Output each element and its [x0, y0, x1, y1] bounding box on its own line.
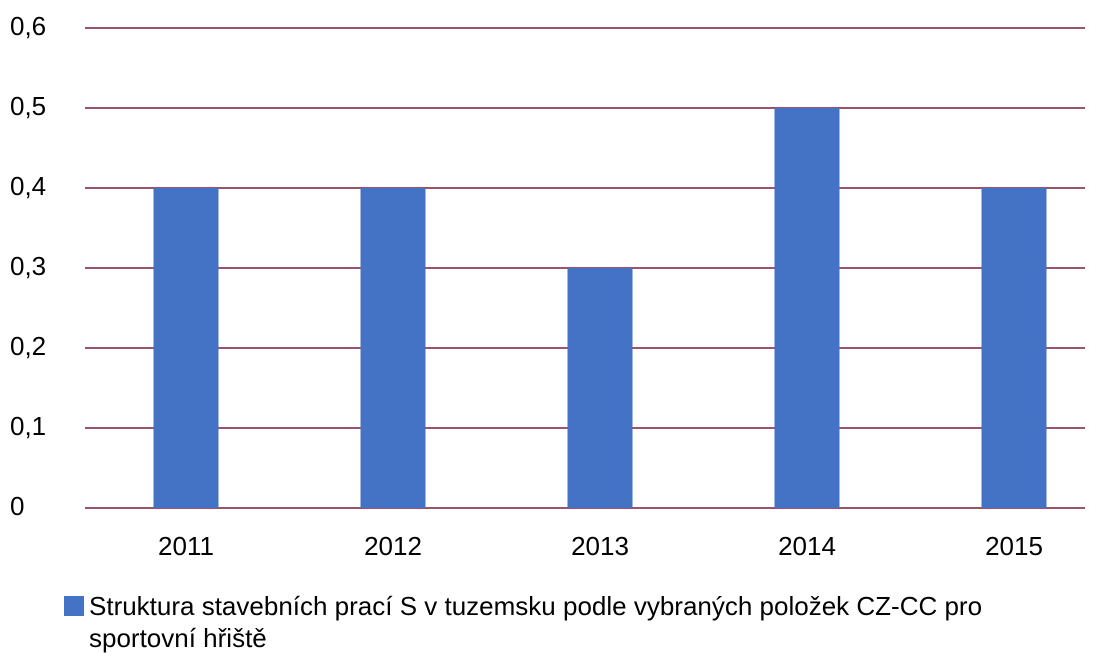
- x-tick-label: 2013: [571, 531, 629, 561]
- y-tick-label: 0,2: [10, 331, 46, 361]
- x-tick-label: 2011: [158, 531, 214, 561]
- y-tick-label: 0,6: [10, 11, 46, 41]
- bar: [153, 188, 219, 508]
- y-tick-label: 0,1: [10, 411, 46, 441]
- y-tick-label: 0: [10, 491, 24, 521]
- y-tick-label: 0,3: [10, 251, 46, 281]
- legend: Struktura stavebních prací S v tuzemsku …: [64, 590, 1064, 654]
- bar: [981, 188, 1047, 508]
- y-tick-label: 0,4: [10, 171, 46, 201]
- legend-label: Struktura stavebních prací S v tuzemsku …: [89, 591, 983, 653]
- plot: 0 0,1 0,2 0,3 0,4 0,5 0,6 2011 2012 2013 2014 2015: [10, 11, 1085, 561]
- x-tick-label: 2015: [985, 531, 1043, 561]
- bar: [774, 108, 840, 508]
- bar: [567, 268, 633, 508]
- y-tick-label: 0,5: [10, 91, 46, 121]
- bar: [360, 188, 426, 508]
- x-tick-label: 2012: [364, 531, 422, 561]
- x-tick-label: 2014: [778, 531, 836, 561]
- legend-swatch: [64, 596, 84, 616]
